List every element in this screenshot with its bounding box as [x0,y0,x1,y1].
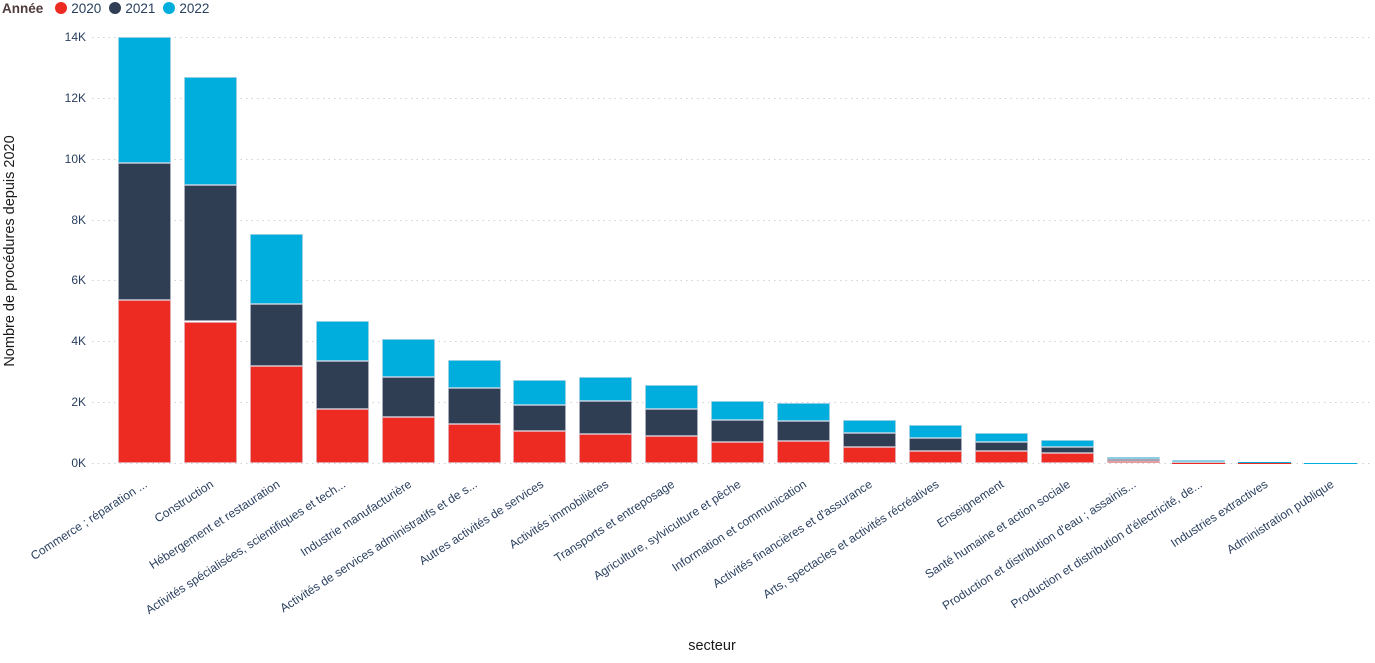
bar-segment-2022[interactable] [249,234,303,304]
bar-segment-2020[interactable] [1040,452,1094,463]
bar-segment-2020[interactable] [579,434,633,463]
bar-segment-2022[interactable] [315,321,369,362]
bar-segment-2022[interactable] [1106,457,1160,460]
x-tick-label: Construction [151,477,217,526]
y-tick-label: 0K [71,456,86,470]
bar-segment-2021[interactable] [1106,459,1160,461]
bar-segment-2020[interactable] [118,300,171,463]
bar-segment-2021[interactable] [842,433,896,448]
legend-item-label: 2021 [125,0,156,16]
legend: Année 2020 2021 2022 [2,0,209,16]
bar-segment-2020[interactable] [908,451,962,463]
bar-segment-2021[interactable] [974,442,1028,452]
bar-segment-2020[interactable] [183,321,237,463]
x-tick-label: Commerce ; réparation ... [28,477,151,563]
bar-segment-2021[interactable] [118,163,171,301]
y-tick-label: 4K [71,334,86,349]
legend-item-2022[interactable]: 2022 [163,1,209,16]
x-axis-title: secteur [688,638,736,654]
bar-segment-2022[interactable] [513,380,567,406]
legend-title: Année [2,0,44,16]
x-tick-label: Industrie manufacturière [297,477,414,560]
bar-segment-2021[interactable] [645,409,699,436]
bar-segment-2020[interactable] [777,441,830,463]
legend-swatch-2020-icon [55,2,68,14]
x-tick-label: Transports et entreposage [552,477,678,566]
x-tick-label: Administration publique [1224,477,1337,557]
bar-segment-2022[interactable] [1172,460,1226,463]
gridline [92,341,1373,343]
bar-segment-2021[interactable] [1040,447,1094,453]
bar-segment-2020[interactable] [513,431,567,463]
bar-segment-2022[interactable] [777,403,830,421]
bar-segment-2021[interactable] [315,361,369,410]
gridline [92,463,1373,464]
bar-segment-2021[interactable] [183,185,237,322]
gridline [92,158,1373,160]
y-axis-title: Nombre de procédures depuis 2020 [2,135,18,367]
bar-segment-2020[interactable] [381,417,435,463]
bar-segment-2022[interactable] [1040,440,1094,448]
bar-segment-2022[interactable] [974,433,1028,442]
x-tick-label: Autres activités de services [415,477,546,568]
legend-swatch-2021-icon [109,2,122,14]
bar-segment-2022[interactable] [579,377,633,401]
bar-segment-2022[interactable] [842,420,896,434]
gridline [92,37,1373,38]
bar-segment-2020[interactable] [645,435,699,463]
y-tick-label: 2K [71,395,86,410]
legend-item-label: 2020 [71,0,102,16]
bar-segment-2021[interactable] [579,400,633,435]
bar-segment-2020[interactable] [711,442,765,463]
bar-segment-2020[interactable] [447,424,501,463]
bar-segment-2020[interactable] [249,366,303,463]
bar-segment-2020[interactable] [974,451,1028,463]
bar-segment-2022[interactable] [381,338,435,377]
bar-segment-2021[interactable] [777,420,830,442]
y-tick-label: 8K [71,212,86,227]
bar-segment-2020[interactable] [315,409,369,463]
gridline [92,219,1373,221]
legend-item-2021[interactable]: 2021 [109,1,155,16]
bar-segment-2022[interactable] [183,76,237,186]
bar-segment-2021[interactable] [249,303,303,367]
bar-segment-2022[interactable] [711,401,765,421]
legend-item-label: 2022 [179,0,210,16]
bar-segment-2020[interactable] [1106,461,1160,463]
y-tick-label: 6K [71,273,86,288]
bar-segment-2022[interactable] [447,359,501,388]
bar-segment-2021[interactable] [513,405,567,432]
bar-segment-2020[interactable] [842,447,896,463]
y-tick-label: 12K [64,90,86,105]
gridline [92,97,1373,99]
bar-segment-2021[interactable] [908,438,962,452]
legend-item-2020[interactable]: 2020 [55,1,101,16]
bar-segment-2022[interactable] [645,385,699,410]
bar-segment-2022[interactable] [908,424,962,439]
legend-swatch-2022-icon [163,2,176,14]
y-tick-label: 10K [64,151,86,166]
bar-segment-2022[interactable] [118,37,171,164]
bar-segment-2021[interactable] [711,420,765,442]
gridline [92,280,1373,282]
bar-segment-2021[interactable] [381,376,435,418]
y-tick-label: 14K [64,30,86,44]
bar-segment-2021[interactable] [447,387,501,425]
